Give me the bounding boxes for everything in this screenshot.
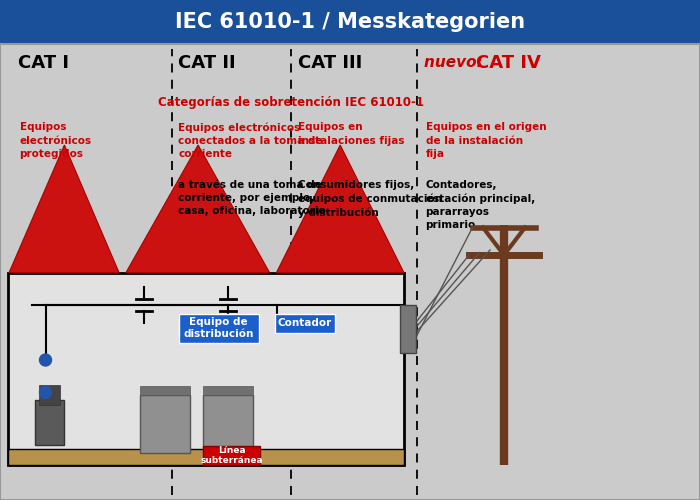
Bar	[178, 314, 259, 342]
Text: Contador: Contador	[278, 318, 332, 328]
Bar	[203, 386, 253, 395]
Text: a través de una toma de
corriente, por ejemplo,
casa, oficina, laboratorio: a través de una toma de corriente, por e…	[178, 180, 326, 216]
Text: Línea
subterránea: Línea subterránea	[200, 446, 263, 465]
Text: Consumidores fijos,
equipos de conmutación
y distribución: Consumidores fijos, equipos de conmutaci…	[298, 180, 442, 218]
Text: CAT I: CAT I	[18, 54, 69, 72]
Text: Equipos en
instalaciones fijas: Equipos en instalaciones fijas	[298, 122, 404, 146]
Polygon shape	[126, 145, 270, 272]
Text: CAT IV: CAT IV	[475, 54, 540, 72]
Bar	[0, 0, 700, 44]
Bar	[35, 400, 64, 445]
Text: Equipos en el origen
de la instalación
fija: Equipos en el origen de la instalación f…	[426, 122, 546, 159]
Bar	[203, 395, 253, 452]
Text: Equipos
electrónicos
protegidos: Equipos electrónicos protegidos	[20, 122, 92, 159]
Text: Equipo de
distribución: Equipo de distribución	[183, 317, 254, 339]
Bar	[38, 385, 60, 405]
Polygon shape	[9, 145, 119, 272]
Bar	[140, 395, 190, 452]
Polygon shape	[276, 145, 404, 272]
Bar	[8, 272, 404, 465]
Bar	[275, 314, 335, 332]
Text: Categorías de sobretención IEC 61010-1: Categorías de sobretención IEC 61010-1	[158, 96, 424, 109]
Text: Contadores,
estación principal,
pararrayos
primario: Contadores, estación principal, pararray…	[426, 180, 535, 230]
Text: nuevo:: nuevo:	[424, 55, 487, 70]
Circle shape	[39, 386, 52, 398]
Bar	[203, 446, 260, 465]
Text: CAT II: CAT II	[178, 54, 236, 72]
Text: IEC 61010-1 / Messkategorien: IEC 61010-1 / Messkategorien	[175, 12, 525, 32]
Text: Equipos electrónicos
conectados a la toma de
corriente: Equipos electrónicos conectados a la tom…	[178, 122, 323, 160]
Bar	[140, 386, 190, 395]
Text: CAT III: CAT III	[298, 54, 362, 72]
Circle shape	[39, 354, 52, 366]
Bar	[8, 449, 404, 465]
Bar	[400, 305, 416, 352]
